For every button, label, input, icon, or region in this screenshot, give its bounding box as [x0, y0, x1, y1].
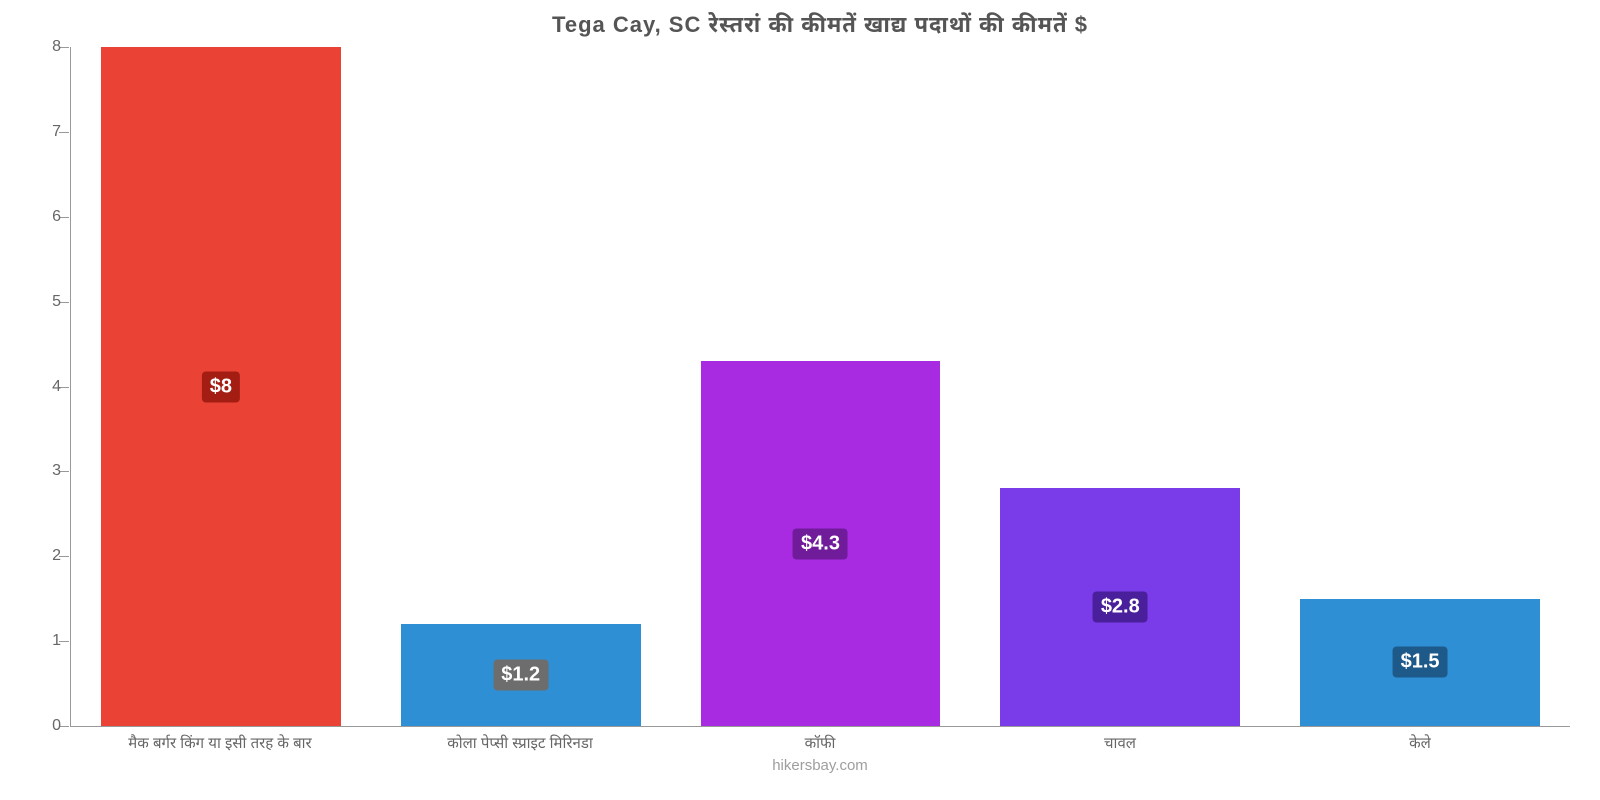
bars-group: $8 $1.2 $4.3 $2.8 $1.5 — [71, 47, 1570, 726]
plot-area: $8$1.2$4.3$2.8$1.5 012345678 — [70, 47, 1570, 727]
value-badge: $4.3 — [793, 528, 848, 559]
bar-slot: $4.3 — [671, 47, 971, 726]
y-label: 8 — [31, 38, 61, 56]
y-label: 2 — [31, 547, 61, 565]
chart-title: Tega Cay, SC रेस्तरां की कीमतें खाद्य पद… — [70, 12, 1570, 41]
value-badge: $8 — [202, 371, 240, 402]
y-label: 0 — [31, 717, 61, 735]
bar-slot: $1.5 — [1270, 47, 1570, 726]
y-label: 3 — [31, 462, 61, 480]
x-label: चावल — [970, 735, 1270, 755]
bar-slot: $8 — [71, 47, 371, 726]
chart-container: Tega Cay, SC रेस्तरां की कीमतें खाद्य पद… — [0, 0, 1600, 800]
bar: $1.5 — [1300, 599, 1540, 726]
y-label: 4 — [31, 378, 61, 396]
x-label: मैक बर्गर किंग या इसी तरह के बार — [70, 735, 370, 755]
y-label: 1 — [31, 632, 61, 650]
x-label: कॉफी — [670, 735, 970, 755]
y-label: 6 — [31, 208, 61, 226]
y-label: 5 — [31, 293, 61, 311]
bar-slot: $1.2 — [371, 47, 671, 726]
source-label: hikersbay.com — [70, 757, 1570, 774]
x-label: केले — [1270, 735, 1570, 755]
value-badge: $1.5 — [1393, 647, 1448, 678]
value-badge: $1.2 — [493, 660, 548, 691]
bar: $1.2 — [401, 624, 641, 726]
bar: $2.8 — [1000, 488, 1240, 726]
value-badge: $2.8 — [1093, 592, 1148, 623]
bar: $4.3 — [701, 361, 941, 726]
x-axis-labels: मैक बर्गर किंग या इसी तरह के बारकोला पेप… — [70, 735, 1570, 755]
bar: $8 — [101, 47, 341, 726]
x-label: कोला पेप्सी स्प्राइट मिरिनडा — [370, 735, 670, 755]
y-label: 7 — [31, 123, 61, 141]
bar-slot: $2.8 — [970, 47, 1270, 726]
